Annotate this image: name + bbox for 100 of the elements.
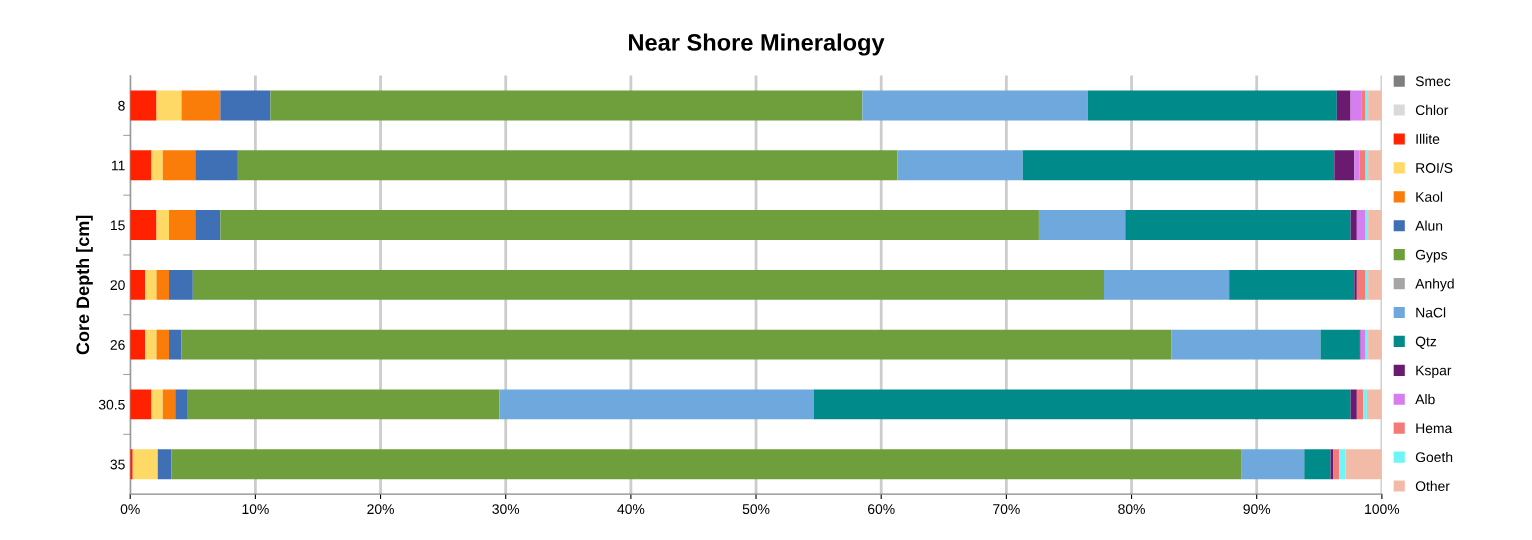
bar — [1038, 210, 1126, 241]
bar — [132, 449, 158, 480]
bar — [1356, 389, 1364, 420]
bar — [1366, 389, 1382, 420]
bar — [181, 90, 221, 121]
bar — [156, 90, 182, 121]
bar — [270, 90, 863, 121]
x-tick-label: 70% — [993, 504, 1020, 515]
legend-label: Alb — [1415, 394, 1435, 405]
bar — [1368, 90, 1382, 121]
legend-label: Alun — [1415, 220, 1443, 231]
bar — [1368, 150, 1382, 181]
bar — [1171, 329, 1321, 360]
legend-label: Anhyd — [1415, 278, 1454, 292]
bar — [897, 150, 1023, 181]
bar — [1229, 269, 1355, 300]
legend-label: Gyps — [1415, 249, 1448, 263]
x-tick-label: 90% — [1243, 504, 1271, 515]
bar — [220, 90, 271, 121]
x-tick-label: 50% — [742, 504, 770, 515]
bar — [1356, 269, 1366, 300]
y-tick-label: 8 — [118, 100, 125, 111]
legend-label: Qtz — [1415, 336, 1437, 349]
bar — [169, 210, 196, 241]
x-tick-label: 40% — [617, 504, 645, 515]
bar — [156, 210, 170, 241]
bar — [195, 150, 238, 181]
bar — [1350, 90, 1362, 121]
bar — [151, 150, 163, 181]
bar — [130, 389, 152, 420]
bar — [171, 449, 1242, 480]
bar — [169, 329, 182, 360]
bar — [187, 389, 500, 420]
bar — [1333, 449, 1340, 480]
bar — [1241, 449, 1305, 480]
bar — [1125, 210, 1351, 241]
bar — [130, 269, 146, 300]
bar — [1104, 269, 1230, 300]
x-tick-label: 30% — [492, 504, 520, 515]
legend-label: NaCl — [1416, 307, 1446, 318]
legend-label: Illite — [1416, 133, 1440, 144]
bar — [130, 150, 152, 181]
bar — [1320, 329, 1360, 360]
bar — [813, 389, 1351, 420]
bar — [175, 389, 188, 420]
x-tick-label: 80% — [1118, 504, 1145, 515]
bar — [130, 210, 157, 241]
bar — [130, 90, 157, 121]
bar — [1087, 90, 1337, 121]
bar — [1368, 210, 1382, 241]
bar — [1354, 269, 1357, 300]
x-tick-label: 100% — [1365, 504, 1400, 515]
legend-label: Chlor — [1415, 104, 1449, 116]
y-tick-label: 15 — [110, 220, 125, 231]
bar — [1022, 150, 1335, 181]
y-tick-label: 11 — [112, 160, 125, 171]
bar — [162, 389, 176, 420]
bar — [499, 389, 814, 420]
y-tick-label: 30.5 — [98, 399, 125, 410]
bar — [162, 150, 196, 181]
bar — [195, 210, 221, 241]
y-tick-label: 20 — [110, 280, 125, 291]
bar — [1350, 389, 1357, 420]
bar — [1345, 449, 1382, 480]
bar — [1354, 150, 1360, 181]
legend-label: ROI/S — [1416, 162, 1453, 173]
legend-label: Goeth — [1415, 451, 1453, 463]
bar — [157, 449, 172, 480]
bar — [151, 389, 163, 420]
x-tick-label: 60% — [868, 504, 895, 515]
bar — [1304, 449, 1331, 480]
bar — [192, 269, 1104, 300]
bar — [156, 269, 170, 300]
bar — [1339, 449, 1346, 480]
legend-label: Kaol — [1416, 191, 1443, 202]
x-tick-label: 0% — [120, 504, 140, 515]
bar — [1336, 90, 1351, 121]
bar — [1368, 269, 1382, 300]
bar — [1356, 210, 1366, 241]
bar — [862, 90, 1088, 121]
legend-label: Other — [1415, 480, 1450, 492]
bar — [1350, 210, 1357, 241]
bar — [1334, 150, 1355, 181]
bar — [1363, 389, 1367, 420]
legend-label: Hema — [1416, 423, 1453, 434]
bar — [181, 329, 1172, 360]
bar — [145, 269, 157, 300]
x-tick-label: 20% — [367, 504, 394, 515]
bar — [237, 150, 898, 181]
bar — [1368, 329, 1382, 360]
bar — [169, 269, 193, 300]
bar — [1361, 90, 1366, 121]
chart-title: Near Shore Mineralogy — [629, 33, 885, 56]
y-axis-title: Core Depth [cm] — [75, 215, 93, 355]
bar — [130, 329, 146, 360]
bar — [156, 329, 170, 360]
bar — [1360, 329, 1366, 360]
x-tick-label: 10% — [242, 504, 269, 515]
bar — [220, 210, 1039, 241]
legend-label: Kspar — [1416, 365, 1452, 379]
